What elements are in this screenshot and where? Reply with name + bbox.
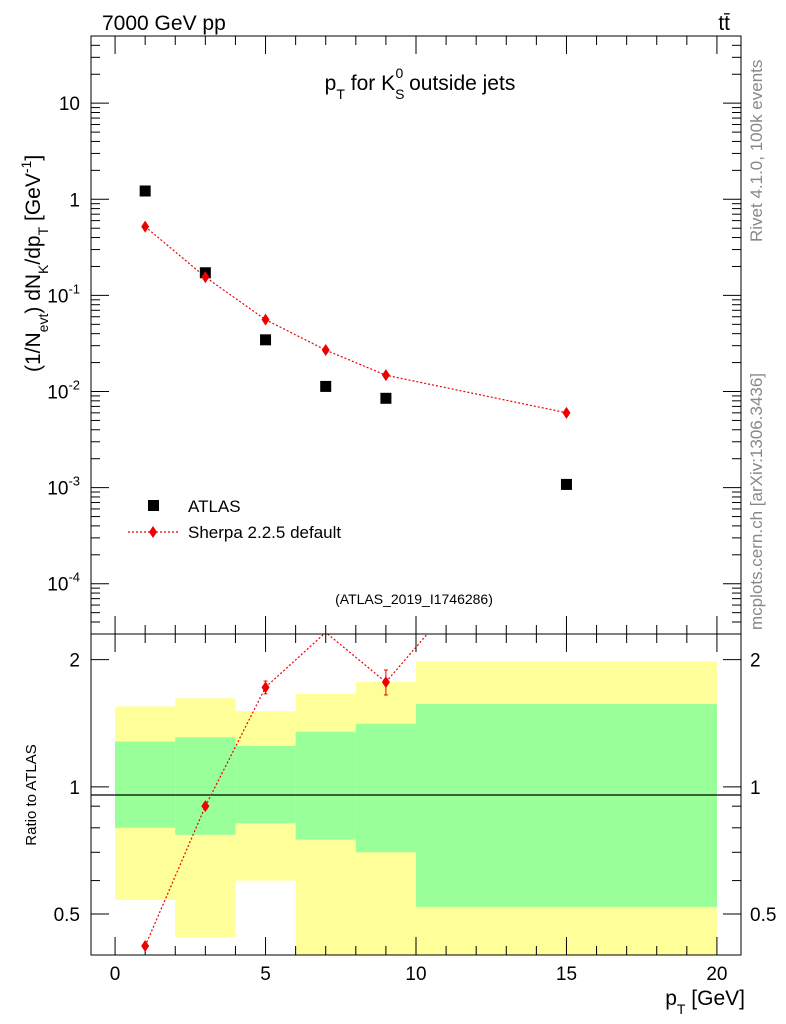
legend-sherpa-marker xyxy=(149,526,157,538)
ratio-point xyxy=(141,940,150,953)
header-left: 7000 GeV pp xyxy=(102,12,226,35)
ratio-y-tick-label: 2 xyxy=(69,651,80,672)
ratio-band-green xyxy=(115,741,176,828)
main-y-tick-label: 10-4 xyxy=(47,570,80,596)
main-y-tick-label: 10-3 xyxy=(47,474,80,500)
ratio-point xyxy=(201,800,210,813)
sherpa-point xyxy=(562,406,571,419)
ratio-point xyxy=(381,676,390,689)
plot-title: pT for KS0 outside jets xyxy=(325,65,516,102)
sherpa-point xyxy=(381,369,390,382)
atlas-point xyxy=(320,380,332,392)
atlas-point xyxy=(560,478,572,490)
legend-atlas-marker xyxy=(148,500,159,511)
sherpa-point xyxy=(141,220,150,233)
x-axis-label: pT [GeV] xyxy=(665,987,745,1017)
ratio-sherpa-line xyxy=(144,633,428,947)
atlas-point xyxy=(260,334,272,346)
ratio-band-green xyxy=(416,704,717,907)
ratio-plot-panel: 0 5 10 15 20 0.5 0.5 1 1 2 2 xyxy=(54,633,776,985)
main-frame xyxy=(90,35,742,635)
ratio-y-tick-label-right: 2 xyxy=(750,651,761,672)
atlas-point xyxy=(380,392,392,404)
sherpa-point xyxy=(261,313,270,326)
ratio-frame xyxy=(90,633,742,956)
atlas-point xyxy=(139,185,151,197)
legend-atlas-label: ATLAS xyxy=(188,497,241,516)
ratio-y-tick-label: 1 xyxy=(69,778,80,799)
rivet-label: Rivet 4.1.0, 100k events xyxy=(747,60,766,242)
x-tick-label: 0 xyxy=(110,964,121,985)
sherpa-line xyxy=(144,226,567,414)
ratio-band-green xyxy=(355,723,416,853)
legend: ATLAS Sherpa 2.2.5 default xyxy=(128,497,341,542)
sherpa-point xyxy=(321,344,330,357)
main-y-tick-label: 1 xyxy=(69,190,80,211)
ratio-y-tick-label-right: 0.5 xyxy=(750,905,776,926)
ratio-y-tick-label-right: 1 xyxy=(750,778,761,799)
main-y-label: (1/Nevt) dNK/dpT [GeV-1] xyxy=(18,155,51,372)
x-tick-label: 20 xyxy=(706,964,727,985)
header-right: tt̄ xyxy=(718,12,730,35)
main-plot-panel: 10-4 10-3 10-2 10-1 1 10 xyxy=(47,35,742,635)
x-tick-label: 10 xyxy=(405,964,426,985)
ratio-band-green xyxy=(235,745,296,824)
main-y-tick-label: 10 xyxy=(59,94,80,115)
x-tick-label: 5 xyxy=(260,964,271,985)
sherpa-point xyxy=(201,271,210,284)
main-y-tick-label: 10-1 xyxy=(47,281,80,307)
main-y-tick-label: 10-2 xyxy=(47,378,80,404)
ratio-band-green xyxy=(175,737,236,835)
ratio-point xyxy=(261,681,270,694)
analysis-id: (ATLAS_2019_I1746286) xyxy=(335,591,493,607)
x-tick-label: 15 xyxy=(556,964,577,985)
legend-sherpa-label: Sherpa 2.2.5 default xyxy=(188,523,341,542)
mcplots-label: mcplots.cern.ch [arXiv:1306.3436] xyxy=(747,373,766,630)
ratio-y-tick-label: 0.5 xyxy=(54,905,80,926)
ratio-band-green xyxy=(295,731,356,840)
ratio-y-label: Ratio to ATLAS xyxy=(23,744,40,845)
